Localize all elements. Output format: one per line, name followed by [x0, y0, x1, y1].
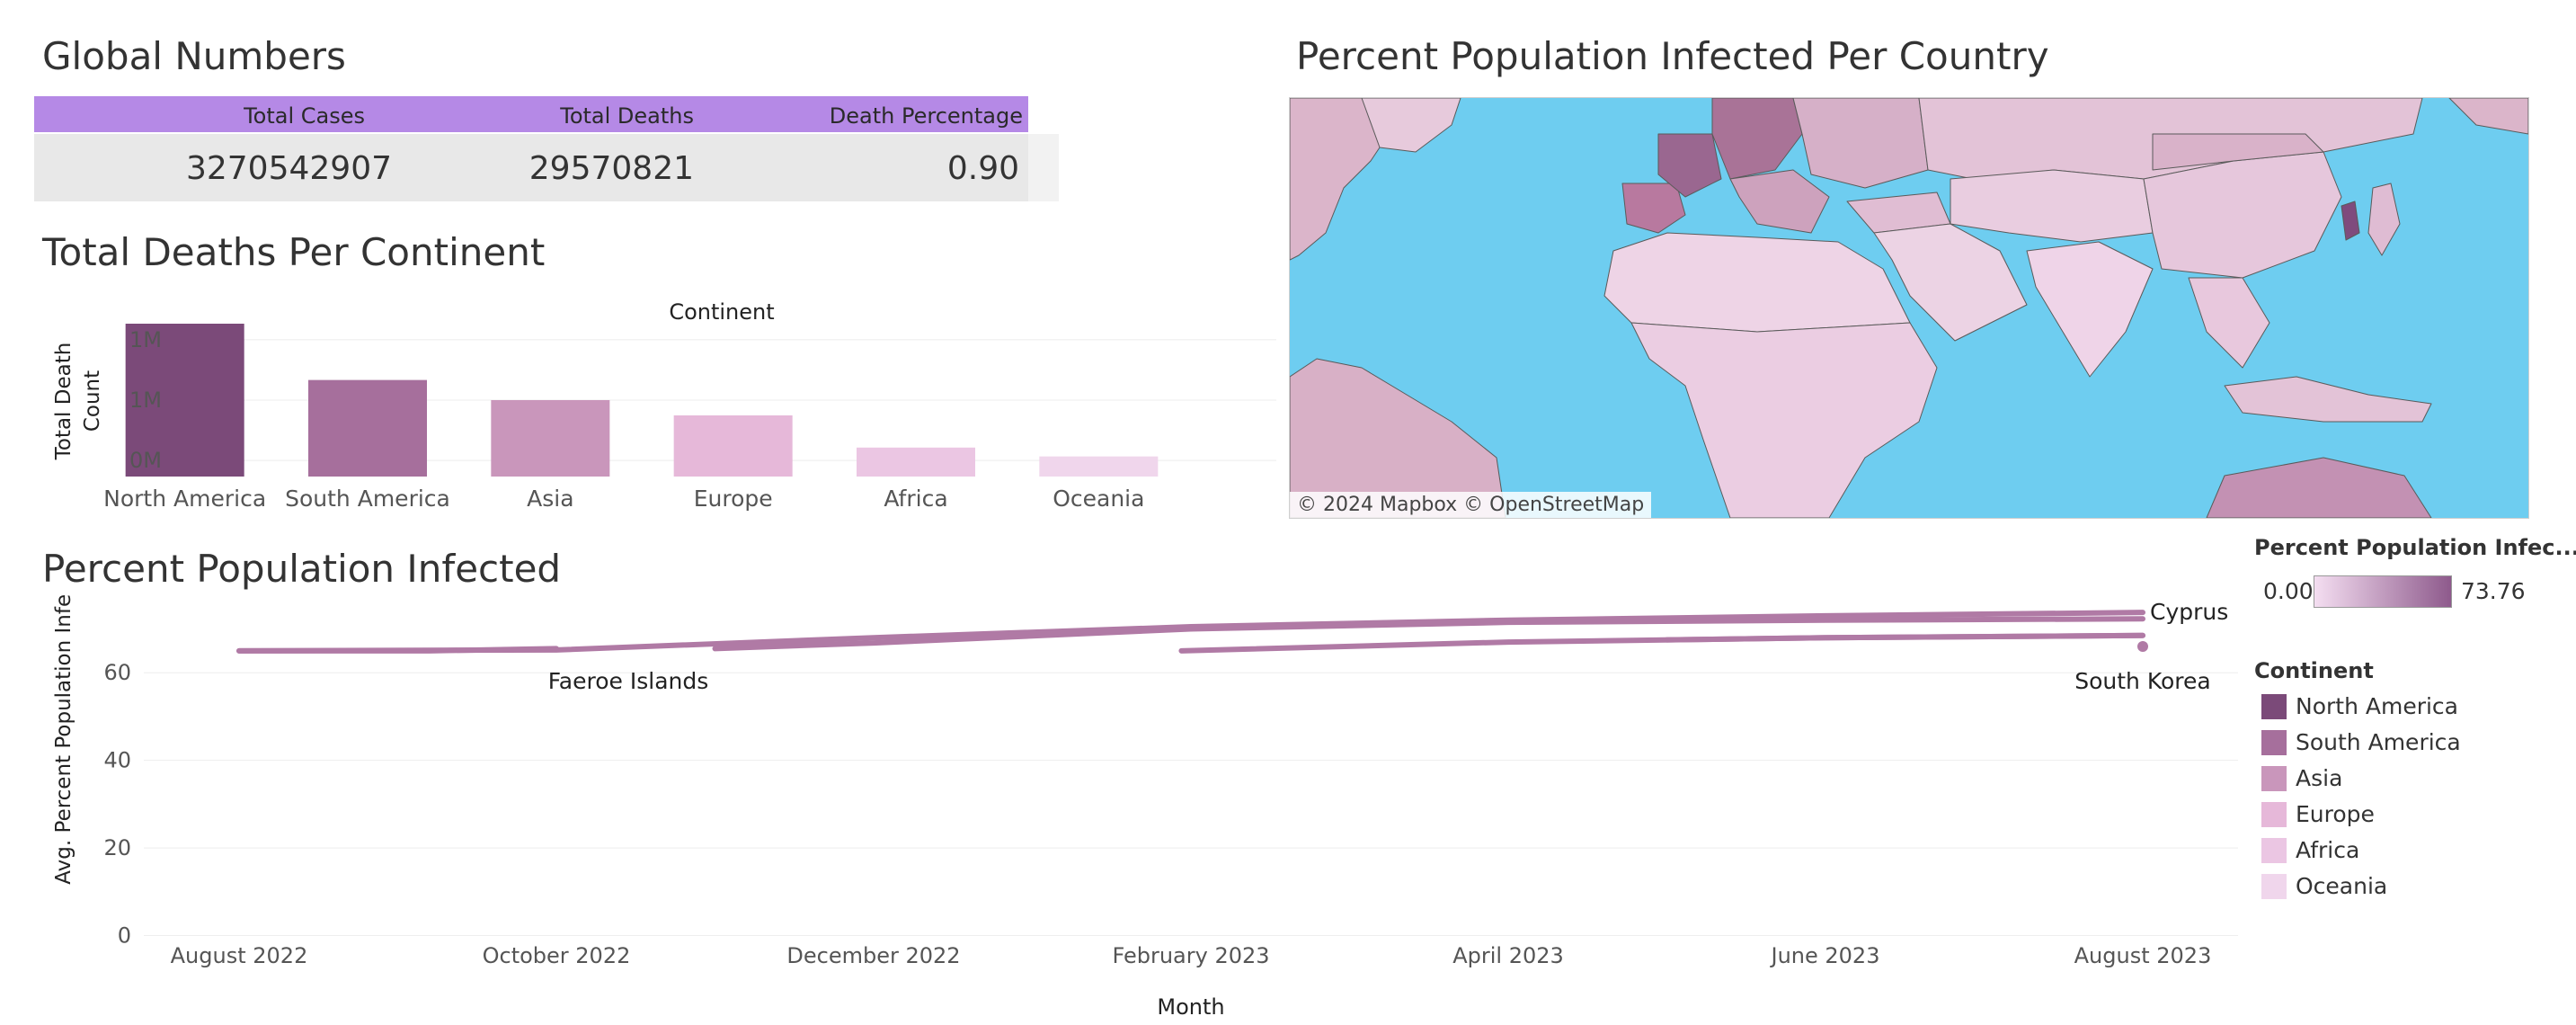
gradient-legend-title: Percent Population Infec... — [2254, 535, 2576, 560]
gradient-legend-min: 0.00 — [2263, 578, 2314, 604]
map-region-japan[interactable] — [2367, 183, 2401, 256]
line-ytick-label: 40 — [103, 748, 131, 773]
total-deaths-header: Total Deaths — [560, 103, 694, 129]
legend-swatch — [2261, 802, 2287, 827]
series-line-2[interactable] — [712, 616, 2145, 652]
map-region-korea[interactable] — [2341, 201, 2360, 241]
map-region-australia[interactable] — [2206, 457, 2432, 518]
bar-xtick-label: North America — [103, 486, 266, 512]
series-label-cyprus: Cyprus — [2150, 599, 2228, 625]
line-ytick-label: 0 — [118, 923, 131, 949]
map-region-central-europe[interactable] — [1711, 98, 1803, 180]
legend-swatch — [2261, 730, 2287, 755]
bar-xtick-label: Africa — [884, 486, 947, 512]
total-cases-header: Total Cases — [244, 103, 365, 129]
global-numbers-value-row: 3270542907 29570821 0.90 — [34, 134, 1028, 201]
line-chart-ylabel: Avg. Percent Population Infec... — [52, 593, 76, 885]
map-region-italy-balkans[interactable] — [1729, 169, 1830, 234]
line-xtick-label: June 2023 — [1770, 943, 1880, 968]
deaths-per-continent-title: Total Deaths Per Continent — [42, 230, 546, 274]
deaths-per-continent-chart: Continent Total Death Count 0M 1M 1M North … — [52, 299, 1276, 512]
legend-label: South America — [2296, 729, 2461, 755]
map-canvas[interactable] — [1290, 98, 2528, 518]
line-xtick-label: December 2022 — [786, 943, 960, 968]
legend-label: North America — [2296, 693, 2458, 719]
continent-legend-title: Continent — [2254, 658, 2374, 683]
bar-africa[interactable] — [857, 447, 975, 477]
total-deaths-value: 29570821 — [529, 150, 694, 187]
bar-xtick-label: Asia — [527, 486, 573, 512]
global-numbers-header-row: Total Cases Total Deaths Death Percentag… — [34, 96, 1028, 132]
death-percentage-value: 0.90 — [946, 150, 1019, 187]
bar-ytick-label: 1M — [129, 388, 162, 413]
line-ytick-label: 20 — [103, 835, 131, 860]
line-chart-xlabel: Month — [1157, 994, 1224, 1020]
global-numbers-row-tail — [1028, 134, 1059, 201]
bar-chart-ylabel: Total Death Count — [52, 343, 104, 461]
bar-xtick-label: South America — [285, 486, 450, 512]
total-cases-value: 3270542907 — [185, 150, 392, 187]
map-region-southeast-asia[interactable] — [2188, 277, 2270, 369]
bar-ytick-label: 0M — [129, 448, 162, 473]
bar-chart-header: Continent — [669, 299, 774, 325]
infected-title: Percent Population Infected — [42, 547, 562, 591]
map-region-north-africa[interactable] — [1603, 232, 1911, 333]
bar-asia[interactable] — [491, 400, 610, 477]
series-label-faeroe-islands: Faeroe Islands — [548, 668, 709, 694]
legend-label: Africa — [2296, 837, 2360, 863]
bar-xtick-label: Europe — [694, 486, 773, 512]
map-title: Percent Population Infected Per Country — [1296, 34, 2049, 78]
series-line-4[interactable] — [1664, 632, 2145, 643]
line-ytick-label: 60 — [103, 660, 131, 685]
map-region-france[interactable] — [1657, 133, 1722, 198]
map-region-iberia[interactable] — [1621, 183, 1686, 234]
line-xtick-label: August 2023 — [2074, 943, 2212, 968]
bar-north-america[interactable] — [125, 324, 244, 477]
series-point-south-korea[interactable] — [2137, 640, 2148, 652]
legend-swatch — [2261, 766, 2287, 791]
bar-ytick-label: 1M — [129, 327, 162, 352]
map-region-eastern-europe[interactable] — [1792, 98, 1929, 189]
series-label-south-korea: South Korea — [2074, 668, 2210, 694]
percent-infected-chart: Avg. Percent Population Infec... Month 0… — [52, 593, 2238, 1020]
map-region-greenland[interactable] — [1361, 98, 1461, 153]
line-xtick-label: February 2023 — [1112, 943, 1269, 968]
legend-label: Europe — [2296, 801, 2375, 827]
map-region-middle-east[interactable] — [1873, 223, 2028, 342]
map-region-india[interactable] — [2026, 241, 2154, 378]
map-region-mongolia[interactable] — [2152, 133, 2324, 171]
line-xtick-label: October 2022 — [483, 943, 631, 968]
line-xtick-label: August 2022 — [171, 943, 308, 968]
bar-south-america[interactable] — [308, 379, 427, 477]
map-region-south-america[interactable] — [1290, 358, 1506, 518]
legend-swatch — [2261, 838, 2287, 863]
death-percentage-header: Death Percentage — [829, 103, 1023, 129]
world-map[interactable]: © 2024 Mapbox © OpenStreetMap — [1289, 97, 2529, 519]
series-line-faeroe-islands[interactable] — [236, 646, 559, 654]
line-xtick-label: April 2023 — [1452, 943, 1564, 968]
legend-label: Oceania — [2296, 873, 2388, 899]
map-attribution[interactable]: © 2024 Mapbox © OpenStreetMap — [1290, 492, 1652, 518]
map-region-central-asia[interactable] — [1950, 169, 2154, 243]
gradient-legend-bar — [2314, 575, 2452, 608]
gradient-legend-max: 73.76 — [2461, 578, 2526, 604]
map-region-alaska-east[interactable] — [2448, 98, 2528, 135]
map-region-central-africa[interactable] — [1630, 322, 1938, 518]
map-region-indonesia[interactable] — [2224, 376, 2432, 423]
bar-oceania[interactable] — [1039, 456, 1159, 477]
bar-europe[interactable] — [673, 415, 793, 477]
legend-swatch — [2261, 694, 2287, 719]
legend-swatch — [2261, 874, 2287, 899]
bar-xtick-label: Oceania — [1053, 486, 1144, 512]
legend-label: Asia — [2296, 765, 2343, 791]
global-numbers-title: Global Numbers — [42, 34, 346, 78]
